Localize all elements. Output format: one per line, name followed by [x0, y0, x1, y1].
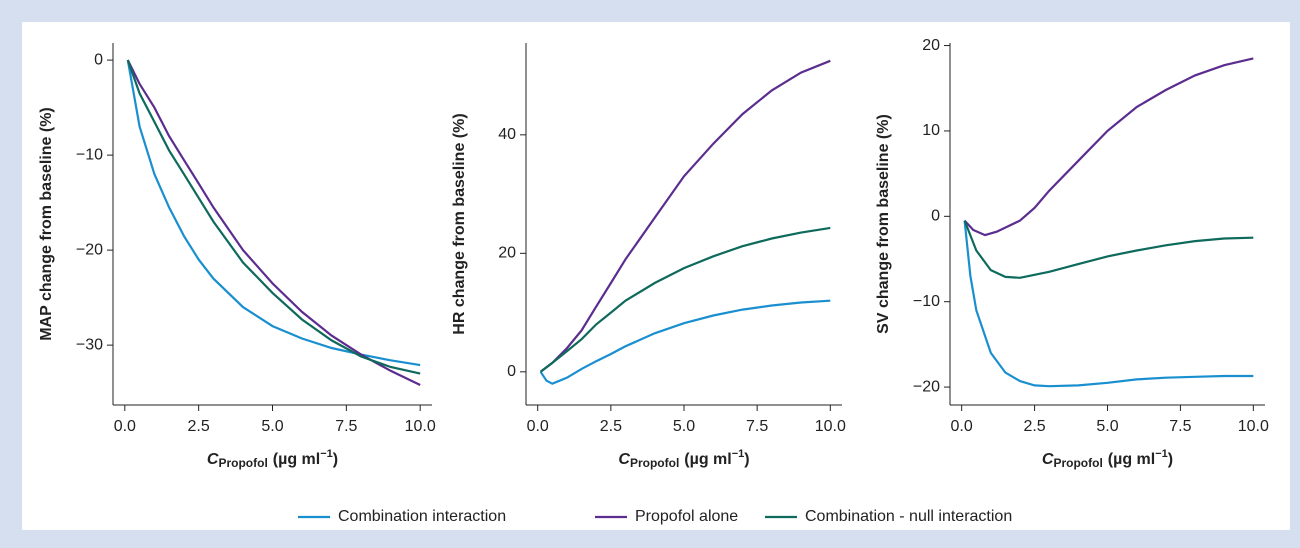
x-axis-label-part: ) — [744, 451, 749, 468]
x-axis-label-part: C — [1042, 451, 1054, 468]
x-tick-label: 5.0 — [673, 418, 695, 435]
x-axis-label-part: (µg ml — [273, 451, 320, 468]
x-tick-label: 5.0 — [261, 418, 283, 435]
x-axis-label: CPropofol (µg ml−1) — [207, 448, 338, 470]
legend-label: Combination - null interaction — [805, 508, 1012, 525]
y-tick-label: 0 — [94, 51, 103, 68]
x-axis-label-part: Propofol — [630, 456, 679, 470]
x-axis-label-part: −1 — [732, 448, 745, 460]
y-tick-label: 20 — [498, 245, 516, 262]
y-tick-label: −10 — [913, 293, 940, 310]
x-axis-label-part: −1 — [320, 448, 333, 460]
legend-label: Propofol alone — [635, 508, 738, 525]
x-tick-label: 10.0 — [1238, 418, 1269, 435]
x-tick-label: 2.5 — [600, 418, 622, 435]
line-series — [963, 57, 1254, 237]
x-tick-label: 7.5 — [335, 418, 357, 435]
y-tick-label: −30 — [76, 336, 103, 353]
x-axis-label: CPropofol (µg ml−1) — [1042, 448, 1173, 470]
x-axis-label-part: ) — [1168, 451, 1173, 468]
y-tick-label: −10 — [76, 146, 103, 163]
y-tick-label: 0 — [507, 363, 516, 380]
x-axis-label-part: ) — [333, 451, 338, 468]
x-tick-label: 2.5 — [1023, 418, 1045, 435]
x-axis-label-part: C — [618, 451, 630, 468]
y-tick-label: 40 — [498, 126, 516, 143]
x-tick-label: 0.0 — [527, 418, 549, 435]
x-tick-label: 10.0 — [405, 418, 436, 435]
legend-label: Combination interaction — [338, 508, 506, 525]
x-axis-label-part: C — [207, 451, 219, 468]
line-series — [539, 226, 831, 373]
x-axis-label-part: Propofol — [218, 456, 267, 470]
x-axis-label: CPropofol (µg ml−1) — [618, 448, 749, 470]
line-series — [539, 59, 831, 373]
x-axis-label-part: Propofol — [1053, 456, 1102, 470]
y-axis-label: SV change from baseline (%) — [875, 114, 892, 334]
x-axis-label-part: (µg ml — [684, 451, 731, 468]
x-axis-label-part: (µg ml — [1108, 451, 1155, 468]
panel — [22, 22, 1290, 530]
line-series — [126, 59, 421, 375]
x-tick-label: 0.0 — [951, 418, 973, 435]
x-tick-label: 7.5 — [1169, 418, 1191, 435]
y-axis-label: MAP change from baseline (%) — [38, 107, 55, 341]
line-series — [126, 59, 421, 386]
x-tick-label: 0.0 — [114, 418, 136, 435]
y-tick-label: −20 — [76, 241, 103, 258]
x-tick-label: 10.0 — [815, 418, 846, 435]
y-tick-label: 0 — [931, 208, 940, 225]
line-series — [963, 220, 1254, 279]
y-axis-label: HR change from baseline (%) — [451, 113, 468, 334]
y-tick-label: 20 — [922, 37, 940, 54]
y-tick-label: 10 — [922, 122, 940, 139]
x-tick-label: 7.5 — [746, 418, 768, 435]
x-tick-label: 5.0 — [1096, 418, 1118, 435]
line-series — [539, 299, 831, 385]
x-axis-label-part: −1 — [1155, 448, 1168, 460]
line-series — [963, 220, 1254, 388]
y-tick-label: −20 — [913, 378, 940, 395]
x-tick-label: 2.5 — [188, 418, 210, 435]
